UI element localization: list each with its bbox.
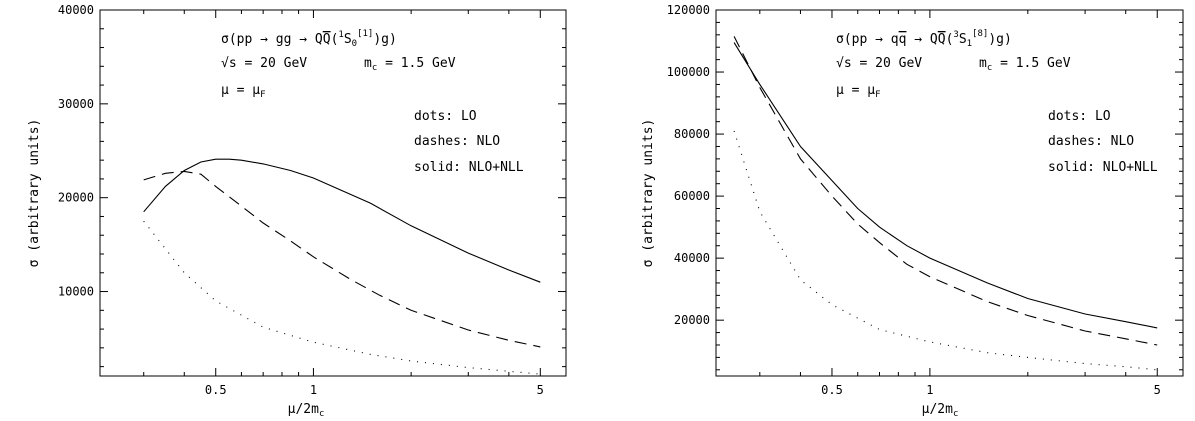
left-x-axis-title: μ/2mc: [288, 402, 325, 419]
series-nlo-plus-nll-line: [733, 42, 1158, 329]
left-legend-nll: solid: NLO+NLL: [414, 160, 524, 175]
right-scale-label: μ = μF: [836, 83, 881, 100]
y-tick-label: 10000: [58, 285, 94, 299]
left-tick-labels: 0.5 1 5 10000 20000 30000 40000: [58, 3, 544, 397]
left-plot-frame: [99, 9, 567, 377]
right-legend-nlo: dashes: NLO: [1048, 134, 1134, 149]
left-scale-label: μ = μF: [221, 83, 266, 100]
right-legend-lo: dots: LO: [1048, 109, 1111, 124]
right-x-axis-title: μ/2mc: [922, 402, 959, 419]
y-tick-label: 20000: [58, 191, 94, 205]
right-ticks: [716, 9, 1183, 376]
left-curves: [143, 158, 541, 375]
left-chart-panel: 0.5 1 5 10000 20000 30000 40000 σ (arbitrary u…: [27, 3, 567, 419]
series-lo-line: [733, 130, 1158, 371]
right-y-axis-title: σ (arbitrary units): [641, 119, 656, 268]
right-plot-frame: [715, 9, 1184, 377]
left-legend-lo: dots: LO: [414, 109, 477, 124]
y-tick-label: 40000: [58, 3, 94, 17]
left-legend-nlo: dashes: NLO: [414, 134, 500, 149]
right-mass-label: mc = 1.5 GeV: [979, 56, 1071, 73]
x-tick-label: 0.5: [205, 383, 227, 397]
right-tick-labels: 0.5 1 5 20000 40000 60000 80000 100000 120000: [667, 3, 1161, 397]
right-chart-panel: 0.5 1 5 20000 40000 60000 80000 100000 120000 σ …: [641, 3, 1184, 419]
left-ticks: [100, 9, 566, 376]
x-tick-label: 1: [926, 383, 933, 397]
y-tick-label: 100000: [667, 65, 710, 79]
x-tick-label: 5: [537, 383, 544, 397]
left-energy-label: √s = 20 GeV: [221, 56, 307, 71]
y-tick-label: 30000: [58, 97, 94, 111]
y-tick-label: 40000: [674, 251, 710, 265]
y-tick-label: 120000: [667, 3, 710, 17]
series-nlo-line: [143, 170, 541, 348]
right-curves: [733, 36, 1158, 371]
y-tick-label: 80000: [674, 127, 710, 141]
left-y-axis-title: σ (arbitrary units): [27, 119, 42, 268]
right-legend-nll: solid: NLO+NLL: [1048, 160, 1158, 175]
right-energy-label: √s = 20 GeV: [836, 56, 922, 71]
y-tick-label: 60000: [674, 189, 710, 203]
x-tick-label: 1: [310, 383, 317, 397]
series-lo-line: [143, 220, 541, 375]
left-mass-label: mc = 1.5 GeV: [364, 56, 456, 73]
x-tick-label: 5: [1154, 383, 1161, 397]
series-nlo-line: [733, 36, 1158, 346]
left-process-label: σ(pp → gg → QQ(1S0[1])g): [221, 29, 397, 49]
y-tick-label: 20000: [674, 313, 710, 327]
x-tick-label: 0.5: [821, 383, 843, 397]
series-nlo-plus-nll-line: [143, 158, 541, 283]
right-process-label: σ(pp → qq → QQ(3S1[8])g): [836, 29, 1012, 49]
